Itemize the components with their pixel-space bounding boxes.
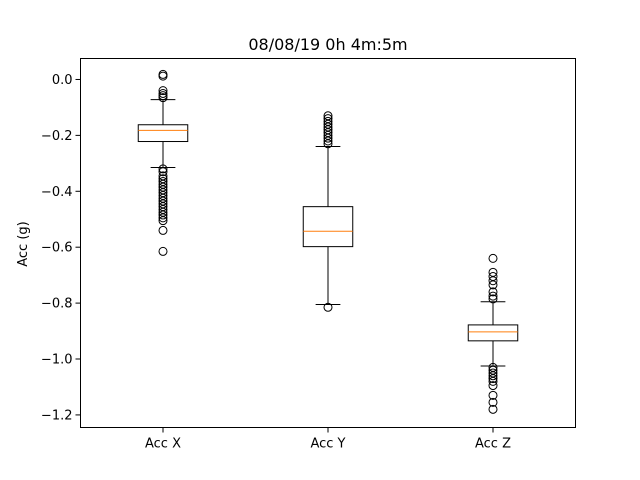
outlier-point: [158, 164, 168, 174]
outlier-point: [488, 404, 498, 414]
outlier-point: [323, 302, 333, 312]
y-tick-label: −0.2: [41, 129, 73, 144]
outlier-point: [158, 216, 168, 226]
y-tick-label: 0.0: [52, 73, 73, 88]
outlier-point: [158, 88, 168, 98]
outlier-point: [488, 390, 498, 400]
outlier-point: [488, 287, 498, 297]
y-axis-title: Acc (g): [16, 221, 31, 267]
outlier-point: [488, 381, 498, 391]
outlier-point: [158, 93, 168, 103]
outlier-point: [158, 213, 168, 223]
y-tick-label: −0.4: [41, 185, 73, 200]
plot-area: 0.0 −0.2 −0.4 −0.6 −0.8 −1.0 −1.2 Acc X Acc Y Acc…: [41, 69, 519, 452]
axes-frame: [80, 58, 576, 428]
outlier-point: [488, 291, 498, 301]
y-tick-label: −0.6: [41, 241, 73, 256]
outlier-point: [158, 225, 168, 235]
outlier-point: [488, 294, 498, 304]
box: [137, 124, 189, 143]
outlier-point: [488, 397, 498, 407]
outlier-point: [158, 86, 168, 96]
outlier-point: [488, 376, 498, 386]
x-tick-label: Acc Y: [310, 437, 345, 452]
outlier-point: [323, 136, 333, 146]
outlier-point: [323, 133, 333, 143]
chart-title: 08/08/19 0h 4m:5m: [248, 35, 407, 54]
y-tick-label: −1.2: [41, 408, 73, 423]
outlier-point: [488, 276, 498, 286]
outlier-point: [158, 167, 168, 177]
box: [467, 324, 519, 342]
outlier-point: [488, 253, 498, 263]
outlier-point: [158, 246, 168, 256]
outlier-point: [488, 280, 498, 290]
outlier-point: [488, 371, 498, 381]
outlier-point: [158, 210, 168, 220]
box: [302, 206, 354, 248]
outlier-point: [158, 71, 168, 81]
outlier-point: [488, 374, 498, 384]
outlier-point: [323, 139, 333, 149]
x-tick-label: Acc X: [145, 437, 181, 452]
y-tick-label: −1.0: [41, 353, 73, 368]
x-tick-label: Acc Z: [475, 437, 511, 452]
y-tick-label: −0.8: [41, 297, 73, 312]
